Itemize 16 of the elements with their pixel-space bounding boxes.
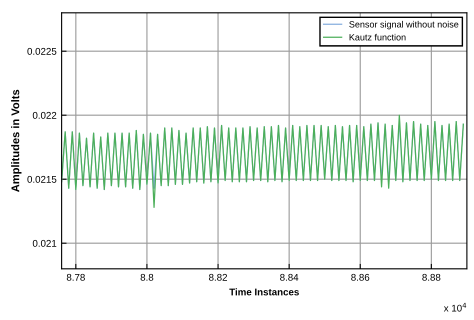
x-tick-label: 8.78 xyxy=(66,274,85,281)
legend-label: Sensor signal without noise xyxy=(349,20,458,30)
y-tick-label: 0.021 xyxy=(32,240,56,247)
x-tick-label: 8.88 xyxy=(422,274,440,281)
x-tick-label: 8.82 xyxy=(209,274,228,281)
x-tick-label: 8.8 xyxy=(140,274,154,281)
x-tick-label: 8.84 xyxy=(280,274,298,281)
text: x 10$^{4}$ xyxy=(444,302,466,312)
line-series xyxy=(62,114,464,208)
y-tick-label: 0.0225 xyxy=(27,48,56,55)
x-tick-label: 8.86 xyxy=(351,274,370,281)
y-tick-label: 0.022 xyxy=(32,112,56,119)
x-axis-title: Time Instances xyxy=(229,288,299,296)
legend-label: Kautz function xyxy=(350,34,406,40)
y-tick-label: 0.0215 xyxy=(27,176,56,183)
y-axis-title: Amplitudes in Volts xyxy=(11,90,22,192)
